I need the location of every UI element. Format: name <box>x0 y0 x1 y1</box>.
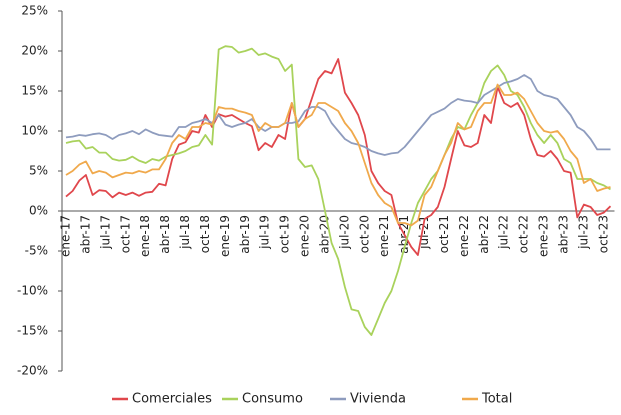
series-line <box>65 83 611 227</box>
y-tick-label: -15% <box>17 324 48 338</box>
x-tick-label: ene-19 <box>218 215 232 257</box>
x-tick-label: oct-21 <box>437 215 451 253</box>
x-tick-label: jul-19 <box>258 215 272 250</box>
x-tick-label: jul-22 <box>497 215 511 250</box>
y-tick-label: 15% <box>21 84 48 98</box>
x-tick-label: abr-19 <box>238 215 252 254</box>
x-tick-label: oct-23 <box>596 215 610 253</box>
x-tick-label: ene-22 <box>457 215 471 257</box>
x-tick-label: ene-23 <box>537 215 551 257</box>
y-tick-label: -5% <box>25 244 48 258</box>
y-tick-label: 25% <box>21 4 48 18</box>
y-tick-label: -20% <box>17 364 48 378</box>
x-tick-label: ene-18 <box>138 215 152 257</box>
x-tick-label: oct-17 <box>118 215 132 253</box>
x-tick-label: jul-17 <box>98 215 112 250</box>
x-tick-label: oct-18 <box>198 215 212 253</box>
legend-label: Comerciales <box>132 392 212 407</box>
x-tick-label: oct-20 <box>357 215 371 253</box>
y-tick-label: -10% <box>17 284 48 298</box>
x-tick-label: abr-17 <box>78 215 92 254</box>
y-tick-label: 20% <box>21 44 48 58</box>
x-tick-label: ene-20 <box>298 215 312 257</box>
y-tick-label: 10% <box>21 124 48 138</box>
x-tick-label: oct-19 <box>278 215 292 253</box>
x-tick-label: jul-23 <box>576 215 590 250</box>
series-line <box>65 74 611 156</box>
legend-label: Total <box>481 392 512 407</box>
x-tick-label: abr-22 <box>477 215 491 254</box>
x-tick-label: ene-17 <box>59 215 73 257</box>
legend-label: Consumo <box>242 392 303 407</box>
x-tick-label: jul-18 <box>178 215 192 250</box>
x-tick-label: ene-21 <box>377 215 391 257</box>
x-tick-label: abr-23 <box>557 215 571 254</box>
series-line <box>65 58 612 256</box>
series-line <box>65 45 611 336</box>
legend-label: Vivienda <box>350 392 406 407</box>
x-tick-label: oct-22 <box>517 215 531 253</box>
x-tick-label: abr-18 <box>158 215 172 254</box>
y-tick-label: 5% <box>29 164 48 178</box>
x-tick-label: jul-20 <box>337 215 351 250</box>
y-tick-label: 0% <box>29 204 48 218</box>
